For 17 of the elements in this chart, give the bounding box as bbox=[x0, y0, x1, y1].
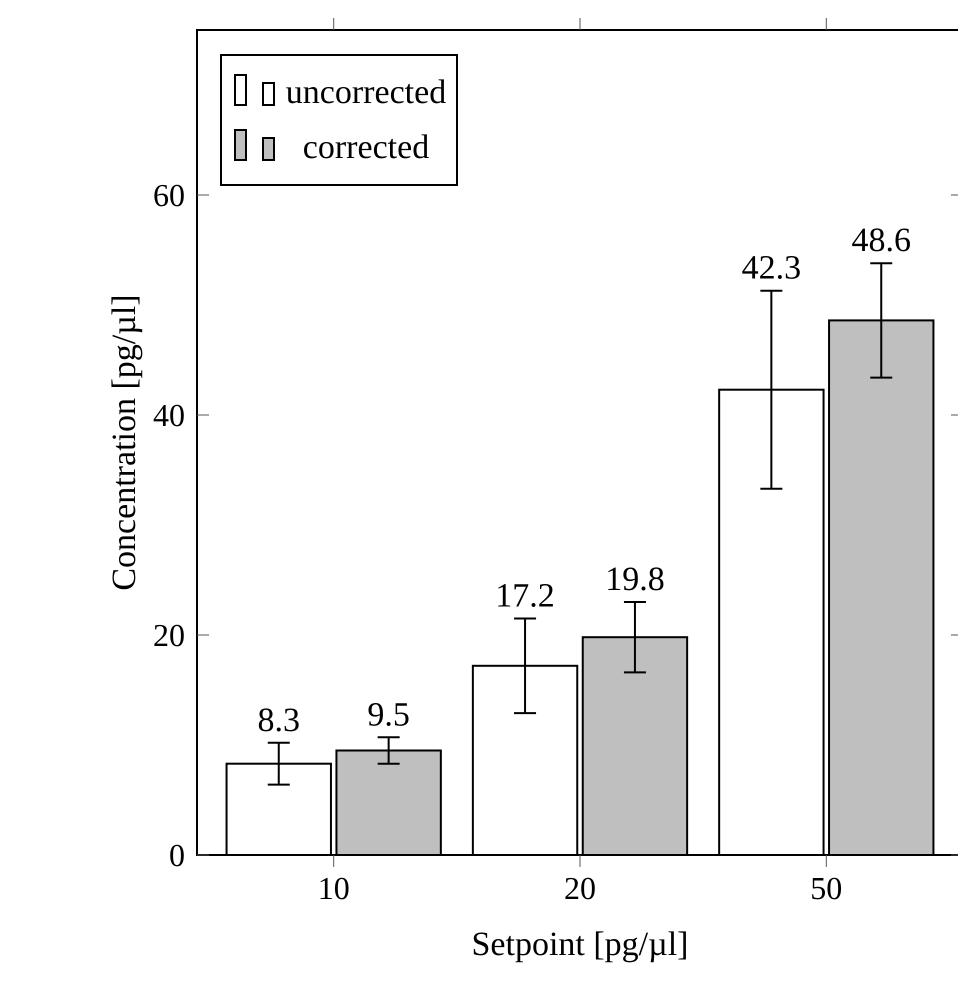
y-axis-title: Concentration [pg/µl] bbox=[106, 294, 143, 591]
x-axis-title: Setpoint [pg/µl] bbox=[472, 926, 688, 963]
y-tick-label: 0 bbox=[169, 837, 185, 874]
data-label: 8.3 bbox=[258, 702, 300, 739]
data-label: 19.8 bbox=[605, 561, 665, 598]
y-tick-label: 20 bbox=[153, 617, 185, 654]
legend-label: uncorrected bbox=[286, 74, 446, 111]
data-label: 48.6 bbox=[851, 222, 911, 260]
y-tick-label: 40 bbox=[153, 397, 185, 434]
data-label: 42.3 bbox=[742, 250, 802, 287]
legend-label: corrected bbox=[302, 129, 430, 166]
y-tick-label: 60 bbox=[153, 177, 185, 214]
data-label: 9.5 bbox=[367, 696, 410, 734]
x-tick-label: 50 bbox=[810, 870, 842, 906]
x-tick-label: 10 bbox=[318, 870, 350, 906]
x-tick-label: 20 bbox=[564, 870, 596, 906]
data-label: 17.2 bbox=[495, 578, 555, 614]
